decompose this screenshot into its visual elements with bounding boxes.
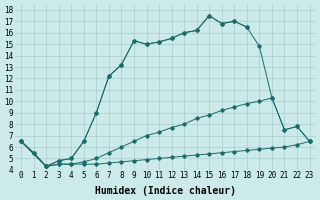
X-axis label: Humidex (Indice chaleur): Humidex (Indice chaleur)	[95, 186, 236, 196]
